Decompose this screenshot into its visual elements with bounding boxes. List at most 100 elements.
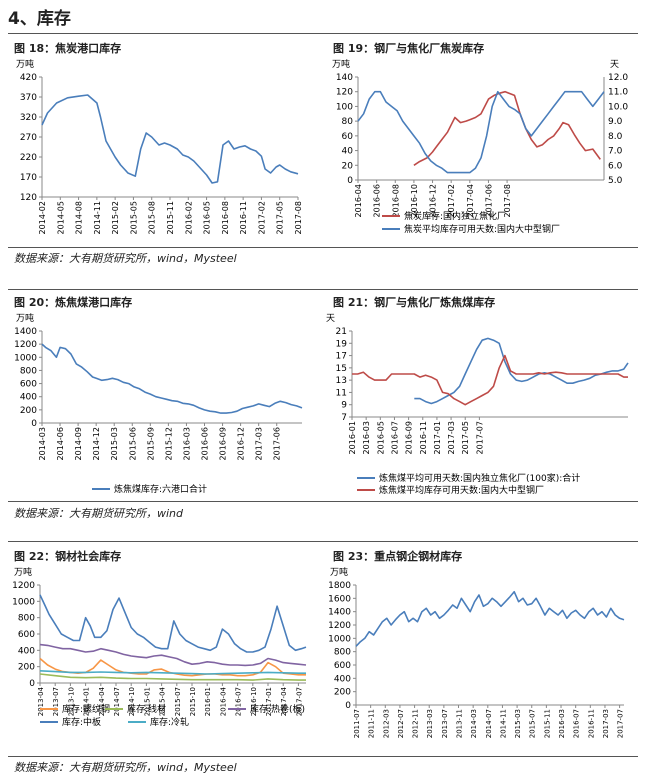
chart22-title: 图 22：钢材社会库存 xyxy=(14,550,122,563)
y-tick-label: 100 xyxy=(336,102,353,112)
y-tick-label: 170 xyxy=(20,173,37,183)
y-tick-label: 400 xyxy=(20,393,37,403)
series-line xyxy=(355,590,625,647)
x-tick-label: 2015-09 xyxy=(146,427,155,460)
unit-label: 万吨 xyxy=(332,58,350,70)
x-tick-label: 2014-11 xyxy=(499,709,507,738)
legend-label: 焦炭库存:国内独立焦化厂 xyxy=(404,210,506,222)
x-tick-label: 2016-02 xyxy=(184,201,193,234)
x-tick-label: 2017-02 xyxy=(257,201,266,234)
x-tick-label: 2016-09 xyxy=(219,427,228,460)
chart19: 万吨 天 140 120 100 80 60 40 20 0 12.0 11.0 10.0 9.0 8.0 7… xyxy=(332,58,628,235)
y-tick-label: 13 xyxy=(336,376,347,386)
x-tick-label: 2017-02 xyxy=(447,184,456,217)
legend-label: 库存:冷轧 xyxy=(150,716,189,728)
divider xyxy=(8,289,638,290)
x-tick-label: 2015-11 xyxy=(166,201,175,234)
y-tick-label: 21 xyxy=(336,327,347,337)
x-tick-label: 2016-07 xyxy=(390,421,399,454)
x-tick-label: 2016-03 xyxy=(182,427,191,460)
unit-label: 万吨 xyxy=(14,566,32,578)
x-tick-label: 2017-01 xyxy=(433,421,442,454)
y-tick-label: 120 xyxy=(336,88,353,98)
unit-label: 万吨 xyxy=(330,566,348,578)
series-line xyxy=(41,94,299,184)
y-tick-label: 0 xyxy=(345,701,351,711)
x-tick-label: 2012-07 xyxy=(397,709,405,738)
x-tick-label: 2017-06 xyxy=(273,427,282,460)
unit-label: 天 xyxy=(326,314,335,324)
x-tick-label: 2015-07 xyxy=(529,709,537,738)
y-tick-label: 1000 xyxy=(12,597,35,607)
legend-label: 炼焦煤平均可用天数:国内独立焦化厂(100家):合计 xyxy=(379,472,580,484)
x-tick-label: 2014-07 xyxy=(485,709,493,738)
chart23: 万吨1800160014001200100080060040020002011-… xyxy=(328,566,625,738)
x-tick-label: 2014-09 xyxy=(74,427,83,460)
y-tick-label: 20 xyxy=(342,161,354,171)
y-tick-label: 800 xyxy=(20,366,37,376)
x-tick-label: 2016-03 xyxy=(362,421,371,454)
y-tick-label: 1200 xyxy=(328,621,351,631)
y-tick-label: 9 xyxy=(341,401,347,411)
series-line xyxy=(352,354,628,406)
x-tick-label: 2014-07 xyxy=(113,687,121,716)
x-tick-label: 2016-05 xyxy=(203,201,212,234)
x-tick-label: 2017-03 xyxy=(447,421,456,454)
x-tick-label: 2016-09 xyxy=(405,421,414,454)
legend-label: 库存:热卷(板) xyxy=(250,703,305,715)
x-tick-label: 2014-10 xyxy=(128,687,136,716)
y-tick-label: 1400 xyxy=(328,608,351,618)
unit-label: 万吨 xyxy=(16,312,34,324)
y-tick-label-right: 7.0 xyxy=(608,147,623,157)
x-tick-label: 2014-01 xyxy=(83,687,91,716)
x-tick-label: 2014-03 xyxy=(38,427,47,460)
series-line xyxy=(413,90,601,166)
source-note-2: 数据来源：大有期货研究所，wind xyxy=(14,507,184,520)
y-tick-label-right: 12.0 xyxy=(608,73,628,83)
x-tick-label: 2017-03 xyxy=(602,709,610,738)
x-tick-label: 2014-08 xyxy=(75,201,84,234)
legend-label: 炼焦煤库存:六港口合计 xyxy=(114,483,207,495)
chart21-title: 图 21：钢厂与焦化厂炼焦煤库存 xyxy=(333,296,496,309)
x-tick-label: 2016-03 xyxy=(558,709,566,738)
x-tick-label: 2011-11 xyxy=(368,709,376,738)
x-tick-label: 2015-03 xyxy=(514,709,522,738)
y-tick-label: 140 xyxy=(336,73,353,83)
x-tick-label: 2014-06 xyxy=(56,427,65,460)
y-tick-label: 270 xyxy=(20,133,37,143)
series-line xyxy=(39,643,307,667)
y-tick-label: 0 xyxy=(31,419,37,429)
x-tick-label: 2017-07 xyxy=(617,709,625,738)
y-tick-label: 1400 xyxy=(14,327,37,337)
y-tick-label: 7 xyxy=(341,413,347,423)
x-tick-label: 2017-05 xyxy=(276,201,285,234)
x-tick-label: 2015-03 xyxy=(110,427,119,460)
y-tick-label: 120 xyxy=(20,193,37,203)
y-tick-label-right: 11.0 xyxy=(608,88,628,98)
y-tick-label: 200 xyxy=(18,663,35,673)
x-tick-label: 2017-04 xyxy=(280,686,288,716)
x-tick-label: 2015-08 xyxy=(148,201,157,234)
y-tick-label: 1800 xyxy=(328,581,351,591)
y-tick-label-right: 8.0 xyxy=(608,132,623,142)
unit-label: 万吨 xyxy=(16,58,34,70)
x-tick-label: 2017-07 xyxy=(295,687,303,716)
y-tick-label: 11 xyxy=(336,388,347,398)
x-tick-label: 2016-10 xyxy=(250,687,258,716)
y-tick-label: 1200 xyxy=(14,340,37,350)
x-tick-label: 2015-12 xyxy=(164,427,173,460)
divider xyxy=(8,247,638,248)
x-tick-label: 2011-07 xyxy=(353,709,361,738)
x-tick-label: 2016-12 xyxy=(237,427,246,460)
divider xyxy=(8,501,638,502)
y-tick-label: 1000 xyxy=(14,353,37,363)
y-tick-label: 600 xyxy=(334,661,351,671)
legend-label: 库存:螺纹钢 xyxy=(62,703,110,715)
x-tick-label: 2016-08 xyxy=(221,201,230,234)
y-tick-label: 600 xyxy=(18,630,35,640)
x-tick-label: 2016-10 xyxy=(410,184,419,217)
y-tick-label-right: 10.0 xyxy=(608,102,628,112)
x-tick-label: 2016-06 xyxy=(201,427,210,460)
y-tick-label: 600 xyxy=(20,380,37,390)
